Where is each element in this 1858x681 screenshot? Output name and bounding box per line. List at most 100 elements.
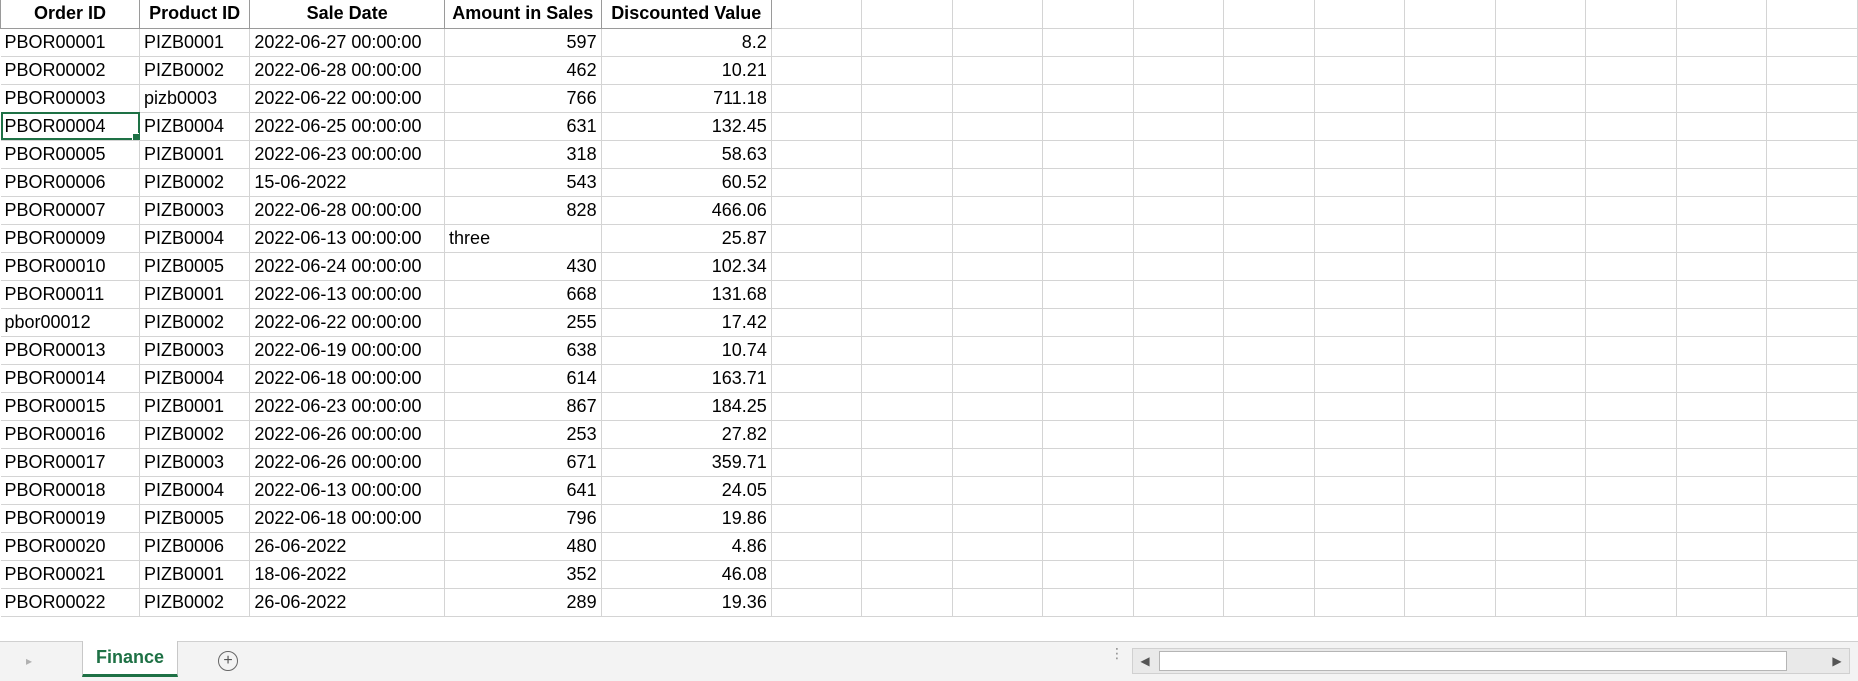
empty-cell[interactable] — [1766, 364, 1858, 393]
table-cell[interactable]: three — [444, 224, 602, 253]
empty-cell[interactable] — [1404, 196, 1496, 225]
table-cell[interactable]: 2022-06-23 00:00:00 — [249, 392, 446, 421]
empty-cell[interactable] — [1495, 336, 1587, 365]
empty-cell[interactable] — [1314, 224, 1406, 253]
empty-cell[interactable] — [771, 392, 863, 421]
empty-cell[interactable] — [1676, 532, 1768, 561]
table-cell[interactable]: 2022-06-13 00:00:00 — [249, 280, 446, 309]
empty-cell[interactable] — [952, 28, 1044, 57]
table-cell[interactable]: 8.2 — [601, 28, 772, 57]
empty-cell[interactable] — [1223, 504, 1315, 533]
table-cell[interactable]: 25.87 — [601, 224, 772, 253]
table-cell[interactable]: 253 — [444, 420, 602, 449]
empty-cell[interactable] — [1404, 532, 1496, 561]
empty-cell[interactable] — [1314, 308, 1406, 337]
empty-cell[interactable] — [861, 448, 953, 477]
empty-cell[interactable] — [1404, 560, 1496, 589]
empty-cell[interactable] — [1042, 420, 1134, 449]
empty-cell[interactable] — [1495, 532, 1587, 561]
empty-cell[interactable] — [771, 280, 863, 309]
empty-cell[interactable] — [1585, 140, 1677, 169]
empty-cell[interactable] — [1495, 420, 1587, 449]
empty-cell[interactable] — [1585, 196, 1677, 225]
empty-cell[interactable] — [1314, 168, 1406, 197]
empty-cell[interactable] — [1133, 336, 1225, 365]
empty-cell[interactable] — [952, 476, 1044, 505]
empty-cell[interactable] — [771, 308, 863, 337]
empty-cell[interactable] — [1042, 308, 1134, 337]
table-cell[interactable]: pizb0003 — [139, 84, 251, 113]
table-cell[interactable]: PBOR00017 — [0, 448, 141, 477]
empty-cell[interactable] — [1676, 476, 1768, 505]
table-cell[interactable]: 2022-06-22 00:00:00 — [249, 84, 446, 113]
empty-cell[interactable] — [1676, 0, 1768, 29]
empty-cell[interactable] — [1404, 504, 1496, 533]
empty-cell[interactable] — [1585, 252, 1677, 281]
empty-cell[interactable] — [1314, 56, 1406, 85]
empty-cell[interactable] — [1223, 364, 1315, 393]
empty-cell[interactable] — [1676, 140, 1768, 169]
column-header[interactable]: Order ID — [0, 0, 141, 29]
table-cell[interactable]: 2022-06-24 00:00:00 — [249, 252, 446, 281]
empty-cell[interactable] — [771, 28, 863, 57]
table-cell[interactable]: 2022-06-18 00:00:00 — [249, 504, 446, 533]
empty-cell[interactable] — [1042, 560, 1134, 589]
empty-cell[interactable] — [861, 588, 953, 617]
table-cell[interactable]: 163.71 — [601, 364, 772, 393]
empty-cell[interactable] — [1404, 336, 1496, 365]
empty-cell[interactable] — [861, 28, 953, 57]
empty-cell[interactable] — [1495, 588, 1587, 617]
empty-cell[interactable] — [1404, 140, 1496, 169]
table-cell[interactable]: 597 — [444, 28, 602, 57]
empty-cell[interactable] — [1133, 280, 1225, 309]
table-cell[interactable]: PIZB0001 — [139, 140, 251, 169]
empty-cell[interactable] — [1585, 336, 1677, 365]
table-cell[interactable]: 2022-06-18 00:00:00 — [249, 364, 446, 393]
empty-cell[interactable] — [1042, 196, 1134, 225]
empty-cell[interactable] — [1042, 252, 1134, 281]
horizontal-scrollbar[interactable]: ◀ ▶ — [1132, 648, 1850, 674]
table-cell[interactable]: PIZB0001 — [139, 28, 251, 57]
table-cell[interactable]: PIZB0003 — [139, 336, 251, 365]
empty-cell[interactable] — [861, 364, 953, 393]
empty-cell[interactable] — [861, 84, 953, 113]
empty-cell[interactable] — [1042, 532, 1134, 561]
empty-cell[interactable] — [1766, 168, 1858, 197]
table-cell[interactable]: 2022-06-28 00:00:00 — [249, 56, 446, 85]
empty-cell[interactable] — [1404, 476, 1496, 505]
empty-cell[interactable] — [1766, 84, 1858, 113]
empty-cell[interactable] — [1404, 420, 1496, 449]
empty-cell[interactable] — [1766, 28, 1858, 57]
empty-cell[interactable] — [1042, 364, 1134, 393]
empty-cell[interactable] — [1133, 196, 1225, 225]
table-cell[interactable]: 430 — [444, 252, 602, 281]
table-cell[interactable]: PIZB0006 — [139, 532, 251, 561]
table-cell[interactable]: PBOR00009 — [0, 224, 141, 253]
empty-cell[interactable] — [861, 336, 953, 365]
empty-cell[interactable] — [952, 280, 1044, 309]
table-cell[interactable]: 132.45 — [601, 112, 772, 141]
empty-cell[interactable] — [1223, 392, 1315, 421]
empty-cell[interactable] — [1585, 392, 1677, 421]
empty-cell[interactable] — [1042, 56, 1134, 85]
table-cell[interactable]: 255 — [444, 308, 602, 337]
empty-cell[interactable] — [1223, 28, 1315, 57]
empty-cell[interactable] — [1676, 28, 1768, 57]
table-cell[interactable]: PBOR00011 — [0, 280, 141, 309]
empty-cell[interactable] — [952, 420, 1044, 449]
empty-cell[interactable] — [1404, 56, 1496, 85]
empty-cell[interactable] — [1495, 504, 1587, 533]
empty-cell[interactable] — [1133, 308, 1225, 337]
empty-cell[interactable] — [1404, 112, 1496, 141]
table-cell[interactable]: 24.05 — [601, 476, 772, 505]
empty-cell[interactable] — [1585, 56, 1677, 85]
table-cell[interactable]: 466.06 — [601, 196, 772, 225]
empty-cell[interactable] — [1766, 252, 1858, 281]
empty-cell[interactable] — [1766, 504, 1858, 533]
table-cell[interactable]: 2022-06-13 00:00:00 — [249, 224, 446, 253]
empty-cell[interactable] — [771, 336, 863, 365]
empty-cell[interactable] — [1404, 392, 1496, 421]
empty-cell[interactable] — [1042, 504, 1134, 533]
empty-cell[interactable] — [1223, 280, 1315, 309]
table-cell[interactable]: PBOR00013 — [0, 336, 141, 365]
